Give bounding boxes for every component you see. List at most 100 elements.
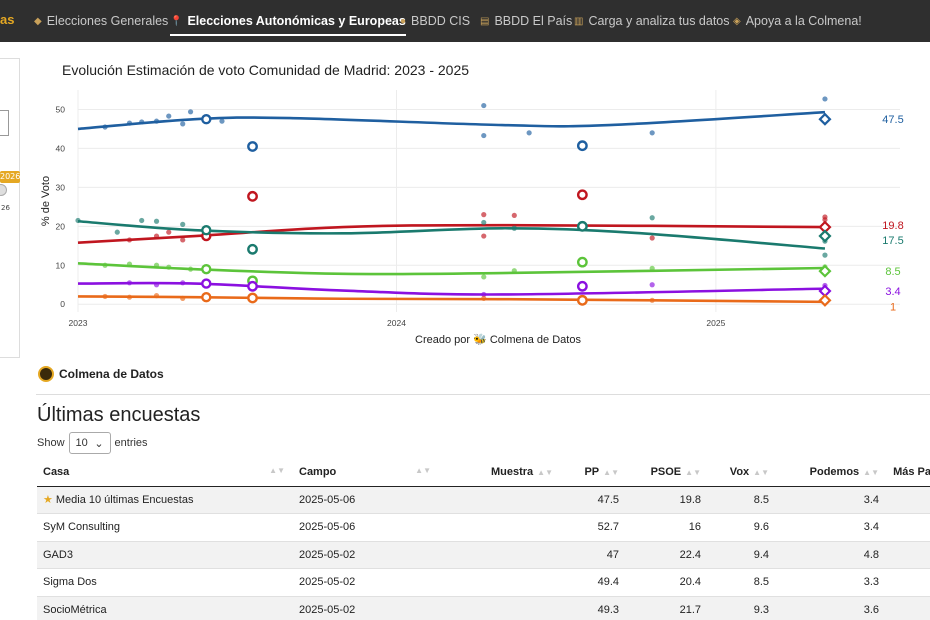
series-psoe: 19.8: [77, 189, 904, 244]
data-point: [511, 212, 517, 219]
col-header-vox[interactable]: Vox ▲▼: [707, 459, 775, 487]
table-row[interactable]: Sigma Dos 2025-05-02 49.4 20.4 8.5 3.3: [37, 568, 930, 597]
slider-tick: 26: [1, 204, 10, 212]
series-line: [77, 262, 825, 276]
result-marker: [576, 189, 588, 201]
nav-item-apoya-a-la-colmena[interactable]: ◈ Apoya a la Colmena!: [733, 0, 862, 42]
chart-credit: Creado por 🐝 Colmena de Datos: [415, 333, 581, 346]
cell-campo: 2025-05-06: [293, 486, 439, 514]
y-tick-label: 0: [60, 299, 65, 309]
divider: [36, 394, 930, 395]
cell-psoe: 19.8: [625, 486, 707, 514]
nav-item-bbdd-cis[interactable]: ● BBDD CIS: [400, 0, 470, 42]
col-header-pp[interactable]: PP ▲▼: [559, 459, 625, 487]
section-title: Últimas encuestas: [37, 404, 201, 426]
series-end-label: 19.8: [882, 220, 903, 232]
col-header-psoe[interactable]: PSOE ▲▼: [625, 459, 707, 487]
series-vox: 8.5: [77, 256, 901, 287]
col-header-campo[interactable]: Campo ▲▼: [293, 459, 439, 487]
latest-marker: [818, 264, 832, 278]
nav-item-label: Elecciones Generales: [46, 14, 169, 28]
cell-casa: SyM Consulting: [37, 513, 293, 542]
nav-item-elecciones-generales[interactable]: ◆ Elecciones Generales: [34, 0, 168, 42]
nav-item-label: Elecciones Autonómicas y Europeas: [187, 14, 406, 28]
table-row[interactable]: GAD3 2025-05-02 47 22.4 9.4 4.8: [37, 541, 930, 569]
cell-pp: 49.4: [559, 568, 625, 597]
sort-icon: ▲▼: [269, 466, 285, 476]
globe-icon: ●: [400, 15, 407, 27]
latest-marker: [818, 112, 832, 126]
cell-vox: 9.3: [707, 596, 775, 620]
col-header-casa[interactable]: Casa ▲▼: [37, 459, 293, 487]
y-tick-label: 30: [56, 182, 66, 192]
data-point: [481, 212, 487, 218]
result-marker: [247, 243, 258, 255]
entries-select-value: 10: [75, 437, 88, 449]
x-tick-label: 2023: [69, 318, 88, 328]
colmena-logo-icon: [38, 366, 54, 382]
entries-select[interactable]: 10 ⌄: [68, 432, 111, 454]
y-axis-label: % de Voto: [40, 176, 52, 226]
newspaper-icon: ▤: [480, 15, 490, 27]
cell-podemos: 4.8: [775, 541, 885, 569]
series-podemos: 3.4: [77, 278, 901, 298]
brand-fragment[interactable]: as: [0, 12, 15, 27]
data-point: [180, 121, 186, 127]
cell-vox: 8.5: [707, 568, 775, 597]
nav-item-bbdd-el-país[interactable]: ▤ BBDD El País: [480, 0, 572, 42]
data-point: [649, 130, 655, 136]
bee-icon: ◈: [733, 15, 741, 27]
series-cs: 1: [77, 291, 896, 313]
cell-pp: 52.7: [559, 513, 625, 542]
nav-item-elecciones-autonómicas-y-europeas[interactable]: 📍 Elecciones Autonómicas y Europeas: [170, 0, 406, 42]
colmena-brand[interactable]: Colmena de Datos: [38, 366, 164, 382]
data-point: [822, 252, 828, 258]
data-point: [139, 217, 145, 224]
result-marker: [576, 140, 588, 152]
latest-marker: [818, 293, 832, 307]
nav-item-label: Apoya a la Colmena!: [745, 14, 862, 28]
data-point: [481, 102, 487, 109]
cell-mas: [885, 541, 930, 569]
series-line: [77, 281, 825, 296]
cell-pp: 47.5: [559, 486, 625, 514]
y-tick-label: 50: [56, 104, 66, 114]
table-row[interactable]: SyM Consulting 2025-05-06 52.7 16 9.6 3.4: [37, 513, 930, 542]
cell-muestra: [439, 513, 559, 542]
nav-item-label: Carga y analiza tus datos: [588, 14, 730, 28]
data-point: [481, 132, 487, 139]
result-marker: [201, 225, 212, 236]
col-header-muestra[interactable]: Muestra ▲▼: [439, 459, 559, 487]
cell-casa: ★ Media 10 últimas Encuestas: [37, 486, 293, 514]
cell-pp: 49.3: [559, 596, 625, 620]
series-end-label: 1: [890, 301, 896, 313]
data-point: [649, 282, 655, 288]
star-icon: ★: [43, 494, 53, 507]
slider-value-badge: 2026: [0, 171, 21, 183]
data-point: [649, 215, 655, 221]
series-end-label: 3.4: [885, 286, 900, 298]
data-point: [180, 237, 186, 243]
col-header-podemos[interactable]: Podemos ▲▼: [775, 459, 885, 487]
cell-campo: 2025-05-02: [293, 596, 439, 620]
polls-table: Casa ▲▼ Campo ▲▼ Muestra ▲▼ PP ▲▼ PSOE ▲▼ Vox…: [37, 459, 930, 620]
chevron-down-icon: ⌄: [94, 437, 104, 450]
sort-icon: ▲▼: [415, 466, 431, 476]
data-point: [649, 235, 655, 241]
data-point: [526, 130, 532, 136]
result-marker: [576, 294, 588, 306]
side-input[interactable]: [0, 110, 9, 136]
nav-item-label: BBDD El País: [494, 14, 573, 28]
table-row[interactable]: ★ Media 10 últimas Encuestas 2025-05-06 47.…: [37, 486, 930, 514]
col-header-mas[interactable]: Más Pa: [885, 459, 930, 487]
data-point: [481, 233, 487, 239]
data-point: [166, 229, 172, 235]
data-point: [114, 229, 120, 235]
nav-item-carga-y-analiza-tus-datos[interactable]: ▥ Carga y analiza tus datos: [574, 0, 730, 42]
vote-estimate-chart[interactable]: 0 10 20 30 40 50 2023 2024 2025 % de Voto Creado p…: [0, 80, 930, 350]
result-marker: [576, 280, 588, 292]
table-row[interactable]: SocioMétrica 2025-05-02 49.3 21.7 9.3 3.6: [37, 596, 930, 620]
sort-icon: ▲▼: [603, 468, 619, 478]
show-label: Show: [37, 437, 65, 449]
cell-casa: Sigma Dos: [37, 568, 293, 597]
